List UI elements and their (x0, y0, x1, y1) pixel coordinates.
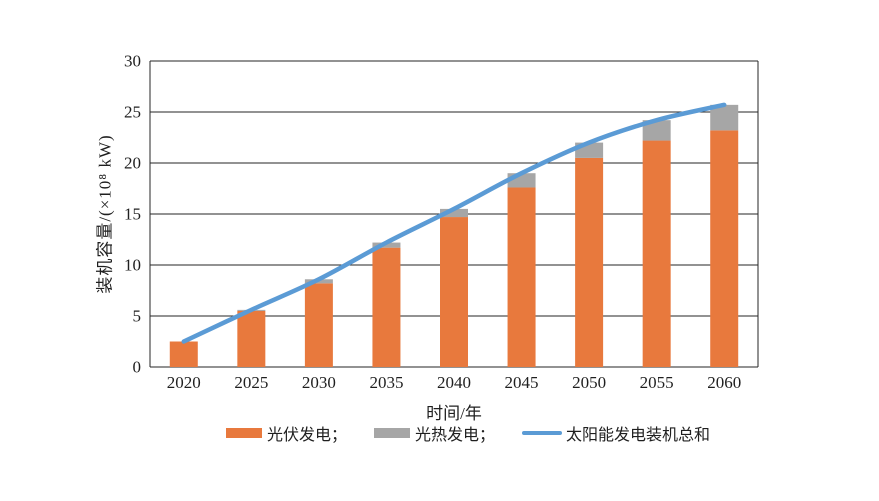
pv-bar-swatch-icon (226, 428, 262, 438)
bar-pv-2035 (372, 247, 401, 367)
y-tick-label: 5 (133, 307, 142, 326)
x-tick-label: 2025 (234, 373, 268, 392)
x-tick-label: 2050 (572, 373, 606, 392)
bar-pv-2030 (304, 283, 333, 367)
bar-pv-2060 (710, 130, 739, 367)
legend-label-pv: 光伏发电； (267, 427, 348, 444)
y-tick-label: 25 (124, 103, 141, 122)
x-tick-label: 2020 (167, 373, 201, 392)
y-tick-label: 0 (133, 358, 142, 377)
legend-label-total: 太阳能发电装机总和 (566, 427, 711, 444)
y-tick-label: 15 (124, 205, 141, 224)
bar-pv-2045 (507, 187, 536, 367)
legend-item-csp: 光热发电； (374, 421, 495, 445)
y-tick-label: 10 (124, 256, 141, 275)
x-tick-label: 2030 (302, 373, 336, 392)
y-tick-label: 30 (124, 52, 141, 71)
bar-pv-2055 (642, 140, 671, 367)
csp-bar-swatch-icon (374, 428, 411, 438)
x-tick-label: 2055 (640, 373, 674, 392)
y-axis-title: 装机容量/(×10⁸ kW) (95, 134, 115, 294)
legend: 光伏发电； 光热发电； 太阳能发电装机总和 (226, 421, 710, 445)
x-tick-label: 2060 (707, 373, 741, 392)
legend-item-total: 太阳能发电装机总和 (522, 421, 710, 445)
bar-pv-2050 (575, 157, 604, 367)
total-line-swatch-icon (522, 431, 563, 435)
x-tick-label: 2045 (505, 373, 539, 392)
x-axis-title: 时间/年 (426, 404, 482, 423)
bar-csp-2055 (642, 120, 671, 141)
x-tick-label: 2040 (437, 373, 471, 392)
y-tick-label: 20 (124, 154, 141, 173)
bar-pv-2025 (237, 310, 266, 367)
bar-pv-2020 (169, 341, 198, 367)
legend-label-csp: 光热发电； (415, 427, 496, 444)
bar-pv-2040 (440, 217, 468, 367)
total-line (181, 102, 727, 344)
legend-item-pv: 光伏发电； (226, 421, 347, 445)
bar-csp-2035 (372, 242, 401, 248)
x-tick-label: 2035 (369, 373, 403, 392)
bar-csp-2040 (440, 208, 468, 218)
